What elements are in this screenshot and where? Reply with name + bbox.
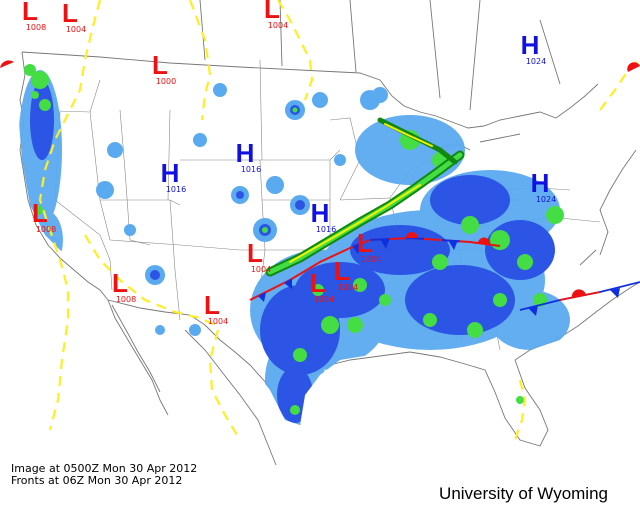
pressure-value: 1008	[116, 295, 136, 304]
pressure-value: 1004	[268, 21, 288, 30]
fronts-time-caption: Fronts at 06Z Mon 30 Apr 2012	[11, 475, 182, 487]
high-letter: H	[236, 138, 255, 168]
mexico-coastline	[185, 330, 276, 465]
pressure-value: 1004	[251, 265, 271, 274]
low-letter: L	[357, 228, 373, 258]
trough-florida	[515, 380, 525, 440]
pressure-value: 1004	[208, 317, 228, 326]
pressure-value: 1008	[26, 23, 46, 32]
northeast-coastline	[580, 150, 636, 265]
high-letter: H	[531, 168, 550, 198]
low-letter: L	[247, 238, 263, 268]
trough-mexico	[210, 330, 240, 440]
pressure-value: 1000	[156, 77, 176, 86]
high-letter: H	[161, 158, 180, 188]
pressure-value: 1024	[526, 57, 546, 66]
pressure-value: 1016	[241, 165, 261, 174]
low-letter: L	[310, 268, 326, 298]
low-letter: L	[32, 198, 48, 228]
low-letter: L	[204, 290, 220, 320]
high-letter: H	[311, 198, 330, 228]
trough-rockies	[190, 0, 210, 120]
baja-coastline	[108, 300, 168, 415]
low-letter: L	[62, 0, 78, 28]
pressure-value: 1016	[316, 225, 336, 234]
gulf-coastline	[298, 352, 548, 446]
pressure-value: 1024	[536, 195, 556, 204]
pressure-value: 1004	[314, 295, 334, 304]
pressure-value: 1004	[66, 25, 86, 34]
canada-border	[22, 52, 380, 80]
low-letter: L	[152, 50, 168, 80]
high-letter: H	[521, 30, 540, 60]
pressure-value: 1008	[36, 225, 56, 234]
pressure-value: 1016	[166, 185, 186, 194]
pressure-value: 1004	[361, 255, 381, 264]
low-letter: L	[334, 256, 350, 286]
trough-plains	[278, 0, 312, 100]
pressure-value: 1004	[338, 283, 358, 292]
radar-echoes	[18, 70, 570, 425]
low-letter: L	[112, 268, 128, 298]
university-credit: University of Wyoming	[439, 484, 608, 504]
